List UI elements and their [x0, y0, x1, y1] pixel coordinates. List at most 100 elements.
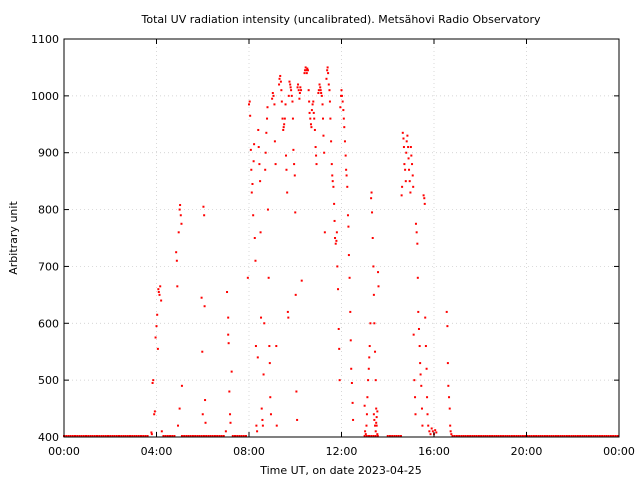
data-point	[293, 174, 296, 177]
data-point	[375, 407, 378, 410]
data-point	[377, 285, 380, 288]
data-point	[201, 413, 204, 416]
data-point-baseline	[521, 435, 524, 437]
data-point	[291, 100, 294, 103]
data-point	[335, 231, 338, 234]
data-point-baseline	[598, 435, 601, 437]
data-point	[287, 94, 290, 97]
data-point	[155, 325, 158, 328]
data-point	[227, 342, 230, 345]
data-point-baseline	[397, 435, 400, 437]
data-point	[200, 296, 203, 299]
data-point	[372, 265, 375, 268]
data-point	[408, 168, 411, 171]
data-point	[338, 347, 341, 350]
data-point	[156, 313, 159, 316]
data-point-baseline	[220, 435, 223, 437]
data-point	[417, 310, 420, 313]
data-point-baseline	[166, 435, 169, 437]
data-point	[268, 345, 271, 348]
data-point-baseline	[194, 435, 197, 437]
data-point-baseline	[124, 435, 127, 437]
data-point	[160, 299, 163, 302]
data-point	[248, 103, 250, 106]
data-point	[227, 333, 230, 336]
data-point	[328, 100, 331, 103]
data-point	[367, 379, 370, 382]
data-point	[160, 430, 163, 433]
x-tick-label: 20:00	[511, 445, 543, 458]
data-point	[250, 168, 253, 171]
data-point	[342, 109, 345, 112]
data-point-baseline	[74, 435, 76, 437]
data-point	[449, 424, 452, 427]
data-point	[285, 168, 288, 171]
data-point-baseline	[546, 435, 549, 437]
data-point	[411, 163, 414, 166]
data-point	[271, 97, 274, 100]
data-point	[337, 327, 340, 330]
data-point	[402, 146, 405, 149]
data-point-baseline	[530, 435, 533, 437]
data-point	[375, 424, 378, 427]
y-tick-label: 500	[38, 374, 59, 387]
data-point-baseline	[499, 435, 502, 437]
data-point-baseline	[473, 435, 476, 437]
data-point	[345, 168, 348, 171]
data-point-baseline	[484, 435, 487, 437]
data-point	[337, 288, 340, 291]
data-point	[317, 89, 320, 92]
data-point-baseline	[222, 435, 225, 437]
data-point-baseline	[365, 435, 368, 437]
data-point	[179, 204, 182, 207]
data-point-baseline	[363, 435, 366, 437]
grid-lines	[64, 39, 619, 437]
y-axis-label: Arbitrary unit	[7, 201, 20, 275]
data-point	[376, 410, 379, 413]
data-point	[349, 339, 352, 342]
data-point-baseline	[162, 435, 165, 437]
data-point	[373, 418, 376, 421]
data-point	[326, 69, 329, 72]
data-point-baseline	[590, 435, 593, 437]
data-point-baseline	[614, 435, 617, 437]
data-point	[370, 191, 373, 194]
data-point	[375, 416, 378, 419]
data-point	[292, 148, 295, 151]
data-point-baseline	[592, 435, 595, 437]
data-point	[313, 117, 316, 120]
data-point	[305, 72, 308, 75]
data-point	[425, 367, 428, 370]
data-point-baseline	[113, 435, 116, 437]
data-point-baseline	[98, 435, 101, 437]
data-point	[310, 126, 313, 129]
data-point	[204, 399, 207, 402]
x-axis-label: Time UT, on date 2023-04-25	[259, 464, 422, 477]
data-point-baseline	[234, 435, 237, 437]
data-point	[279, 74, 282, 77]
data-point	[176, 285, 179, 288]
data-point	[404, 180, 407, 183]
data-point	[373, 322, 376, 325]
data-point-baseline	[209, 435, 212, 437]
data-point	[311, 103, 314, 106]
data-point	[273, 140, 276, 143]
data-point	[414, 396, 417, 399]
data-point	[248, 100, 251, 103]
data-point	[273, 103, 276, 106]
data-point	[227, 316, 230, 319]
data-point-baseline	[69, 435, 72, 437]
data-point	[178, 208, 181, 211]
data-point	[257, 146, 260, 149]
data-point	[153, 413, 156, 416]
data-point-baseline	[574, 435, 577, 437]
data-point	[178, 407, 181, 410]
data-point	[253, 143, 256, 146]
data-point-baseline	[510, 435, 513, 437]
data-point	[334, 242, 337, 245]
data-point-baseline	[144, 435, 147, 437]
data-point	[325, 77, 328, 80]
data-point	[364, 430, 367, 433]
data-point	[350, 381, 353, 384]
